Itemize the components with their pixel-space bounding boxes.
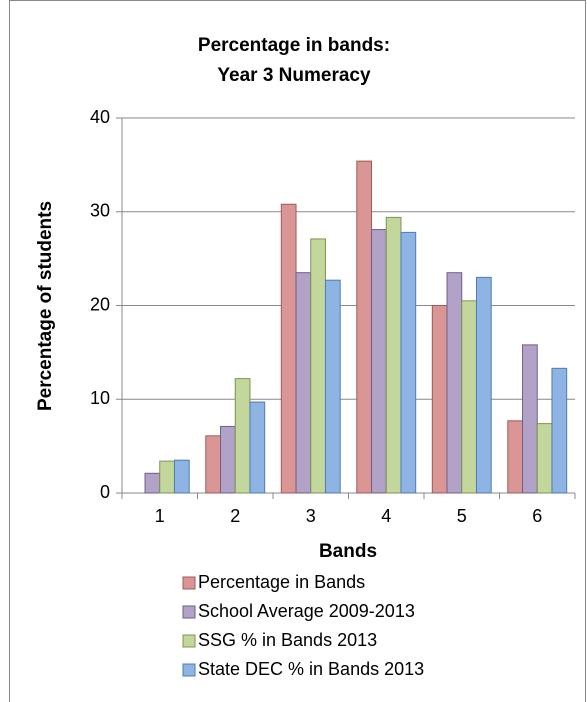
- bar: [446, 272, 463, 494]
- legend-swatch: [182, 663, 196, 677]
- chart-title: Percentage in bands:: [198, 35, 390, 56]
- legend-label: Percentage in Bands: [198, 572, 365, 592]
- bar: [385, 216, 402, 494]
- bar: [522, 344, 538, 494]
- x-tick-label: 1: [155, 506, 165, 526]
- legend-label: School Average 2009-2013: [198, 601, 415, 621]
- bar: [144, 472, 161, 494]
- bar: [234, 378, 251, 494]
- x-tick-label: 6: [532, 506, 542, 526]
- y-axis-title: Percentage of students: [35, 201, 56, 411]
- bar: [220, 425, 236, 494]
- bar: [249, 401, 266, 494]
- x-tick-label: 5: [457, 506, 467, 526]
- legend-swatch: [182, 605, 196, 619]
- y-tick-label: 30: [90, 201, 110, 221]
- bar: [536, 423, 553, 494]
- y-tick-label: 10: [90, 388, 110, 408]
- bar: [173, 459, 190, 494]
- y-tick-label: 0: [100, 482, 110, 502]
- bar: [324, 279, 341, 494]
- x-axis-title: Bands: [319, 541, 377, 562]
- bar: [205, 435, 222, 494]
- bar: [159, 460, 175, 494]
- bar: [356, 160, 373, 494]
- bar: [461, 300, 477, 494]
- bar: [507, 420, 524, 494]
- y-tick-label: 40: [90, 107, 110, 127]
- x-tick-label: 2: [230, 506, 240, 526]
- bar: [295, 272, 312, 494]
- bar: [371, 229, 387, 494]
- legend-swatch: [182, 576, 196, 590]
- bar: [431, 305, 448, 494]
- x-tick-label: 4: [381, 506, 391, 526]
- bar: [400, 231, 417, 494]
- y-tick-label: 20: [90, 294, 110, 314]
- bar: [551, 367, 568, 494]
- legend-label: SSG % in Bands 2013: [198, 630, 377, 650]
- bar: [280, 203, 297, 494]
- bar: [310, 238, 326, 494]
- legend-label: State DEC % in Bands 2013: [198, 659, 424, 679]
- x-tick-label: 3: [306, 506, 316, 526]
- bar: [475, 276, 492, 494]
- legend-swatch: [182, 634, 196, 648]
- chart-title: Year 3 Numeracy: [217, 65, 371, 86]
